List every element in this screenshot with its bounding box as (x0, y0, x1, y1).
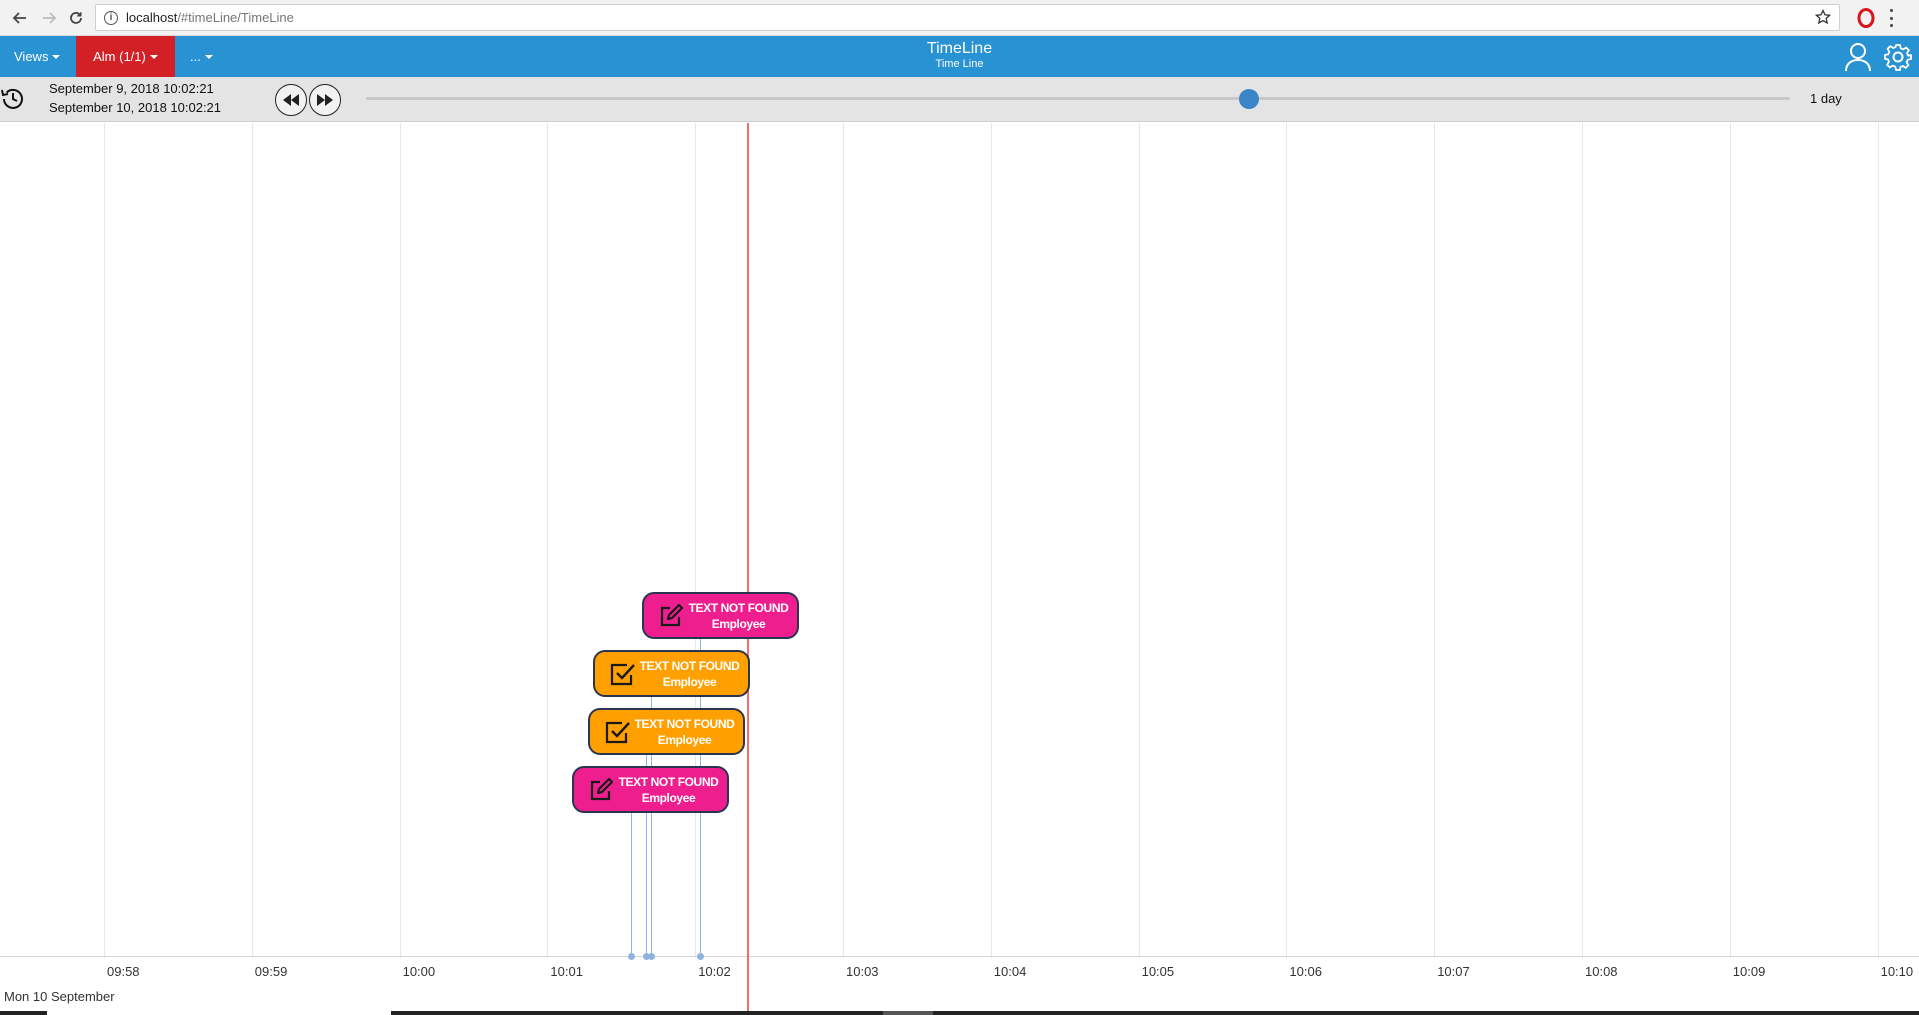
event-dot[interactable] (628, 953, 636, 960)
views-menu-label: Views (14, 49, 49, 64)
event-title: TEXT NOT FOUND (688, 600, 789, 615)
time-axis (0, 956, 1919, 957)
rewind-icon (283, 94, 299, 106)
gear-icon[interactable] (1884, 43, 1912, 71)
browser-toolbar: i localhost /#timeLine/TimeLine (0, 0, 1919, 36)
rewind-button[interactable] (275, 84, 307, 116)
event-card[interactable]: TEXT NOT FOUND Employee (572, 766, 729, 813)
gridline (1434, 123, 1436, 958)
axis-date-label: Mon 10 September (4, 989, 115, 1004)
gridline (1582, 123, 1583, 958)
event-subtitle: Employee (711, 616, 766, 631)
tick-label: 10:07 (1437, 964, 1470, 979)
checkbox-icon (609, 661, 635, 687)
event-text: TEXT NOT FOUND Employee (684, 600, 797, 632)
event-subtitle: Employee (641, 790, 696, 805)
page-subtitle: Time Line (935, 58, 984, 70)
event-connector (645, 755, 647, 956)
timeline-canvas[interactable]: 09:58 09:59 10:00 10:01 10:02 10:03 10:04 10:05… (0, 123, 1919, 1015)
gridline (1286, 123, 1288, 958)
event-title: TEXT NOT FOUND (639, 658, 740, 673)
kebab-menu-icon[interactable] (1890, 9, 1894, 27)
event-text: TEXT NOT FOUND Employee (614, 774, 727, 806)
opera-icon[interactable] (1857, 8, 1875, 28)
caret-down-icon (52, 54, 61, 59)
caret-down-icon (204, 54, 213, 59)
gridline (1877, 123, 1879, 958)
range-end-date: September 10, 2018 10:02:21 (49, 100, 222, 115)
gridline (547, 123, 549, 958)
event-dot[interactable] (697, 953, 705, 960)
reload-icon[interactable] (64, 6, 88, 30)
tick-label: 09:59 (254, 964, 288, 979)
event-card[interactable]: TEXT NOT FOUND Employee (588, 708, 745, 755)
gridline (1729, 123, 1731, 958)
address-bar[interactable]: i localhost /#timeLine/TimeLine (95, 4, 1840, 31)
event-card[interactable]: TEXT NOT FOUND Employee (593, 650, 750, 697)
url-path: /#timeLine/TimeLine (177, 10, 294, 25)
current-time-line (746, 123, 749, 1015)
tick-label: 10:09 (1732, 964, 1766, 979)
history-icon[interactable] (0, 86, 26, 112)
fast-forward-button[interactable] (309, 84, 341, 116)
page-title: TimeLine (926, 40, 993, 57)
zoom-slider-thumb[interactable] (1238, 89, 1259, 109)
tick-label: 10:00 (402, 964, 436, 979)
event-dot[interactable] (642, 953, 650, 960)
url-host: localhost (126, 10, 178, 25)
taskbar-strip (0, 1011, 1919, 1015)
user-icon[interactable] (1844, 42, 1872, 72)
range-label: 1 day (1810, 91, 1842, 106)
gridline (251, 123, 253, 958)
gridline (1138, 123, 1140, 958)
gridline (695, 123, 697, 958)
fast-forward-icon (317, 94, 333, 106)
event-connector (650, 697, 652, 956)
tick-label: 10:03 (846, 964, 879, 979)
timeline-controls: September 9, 2018 10:02:21 September 10,… (0, 77, 1919, 122)
alm-menu[interactable]: Alm (1/1) (76, 36, 175, 77)
event-subtitle: Employee (657, 732, 712, 747)
edit-icon (588, 777, 614, 803)
tick-label: 10:05 (1141, 964, 1175, 979)
forward-icon[interactable] (37, 6, 61, 30)
event-title: TEXT NOT FOUND (634, 716, 735, 731)
gridline (843, 123, 844, 958)
event-subtitle: Employee (662, 674, 717, 689)
event-text: TEXT NOT FOUND Employee (635, 658, 748, 690)
alm-menu-label: Alm (1/1) (93, 49, 146, 64)
range-start-date: September 9, 2018 10:02:21 (49, 81, 214, 96)
tick-label: 10:10 (1880, 964, 1914, 979)
tick-label: 09:58 (107, 964, 140, 979)
tick-label: 10:04 (993, 964, 1027, 979)
back-icon[interactable] (8, 6, 32, 30)
event-title: TEXT NOT FOUND (618, 774, 719, 789)
tick-label: 10:08 (1585, 964, 1618, 979)
tick-label: 10:01 (550, 964, 583, 979)
star-icon[interactable] (1814, 8, 1832, 30)
app-header: Views Alm (1/1) ... TimeLine Time Line (0, 36, 1919, 77)
info-icon[interactable]: i (104, 10, 118, 25)
tick-label: 10:02 (698, 964, 731, 979)
event-card[interactable]: TEXT NOT FOUND Employee (642, 592, 799, 639)
caret-down-icon (149, 54, 158, 59)
gridline (990, 123, 992, 958)
more-menu[interactable]: ... (176, 36, 227, 77)
tick-label: 10:06 (1289, 964, 1322, 979)
event-connector (631, 813, 633, 956)
event-dot[interactable] (647, 953, 655, 960)
more-menu-label: ... (190, 49, 201, 64)
gridline (399, 123, 401, 958)
zoom-slider-track[interactable] (366, 97, 1790, 100)
checkbox-icon (604, 719, 630, 745)
gridline (104, 123, 105, 958)
event-text: TEXT NOT FOUND Employee (630, 716, 743, 748)
views-menu[interactable]: Views (0, 36, 74, 77)
edit-icon (658, 603, 684, 629)
